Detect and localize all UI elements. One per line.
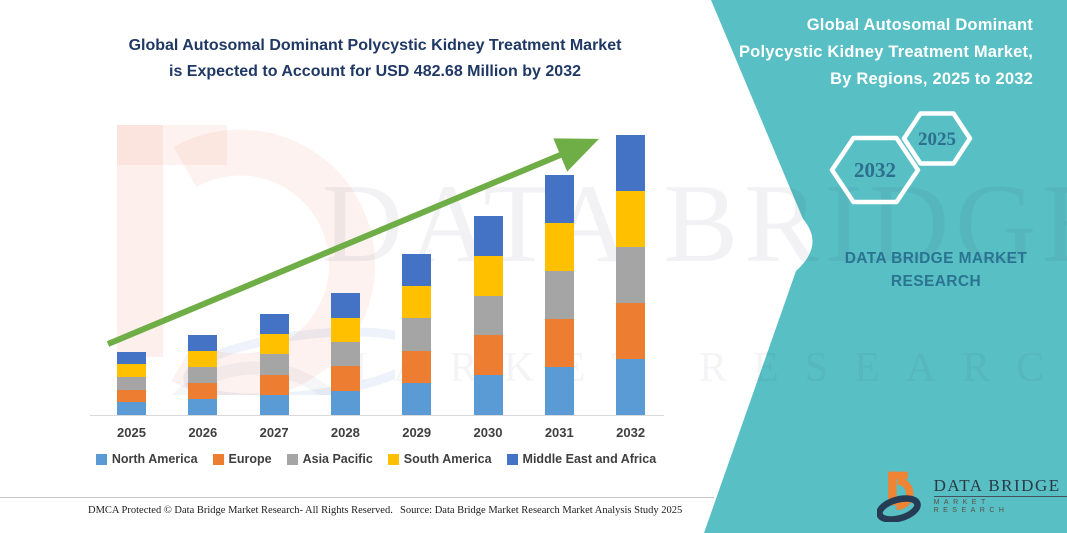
- legend-label: South America: [403, 452, 492, 466]
- sidebar-title-line2: Polycystic Kidney Treatment Market,: [738, 43, 1033, 61]
- x-axis-label-2031: 2031: [544, 425, 574, 440]
- bar-segment-south-america: [117, 364, 146, 378]
- bar-segment-north-america: [616, 359, 646, 415]
- bar-segment-south-america: [188, 351, 218, 367]
- bar-2025: [117, 351, 146, 415]
- chart-legend: North America Europe Asia Pacific South Ame…: [70, 452, 682, 466]
- bar-segment-asia-pacific: [616, 247, 646, 303]
- legend-label: Asia Pacific: [302, 452, 373, 466]
- legend-swatch-icon: [95, 453, 107, 465]
- bar-2028: [330, 293, 360, 415]
- hexagon-2032-icon: 2032: [829, 135, 921, 205]
- bar-segment-middle-east-and-africa: [473, 216, 503, 256]
- bar-segment-south-america: [544, 222, 574, 271]
- bar-segment-europe: [330, 366, 360, 391]
- legend-item-asia-pacific: Asia Pacific: [286, 452, 373, 466]
- x-axis-label-2030: 2030: [473, 425, 503, 440]
- bar-segment-asia-pacific: [330, 341, 360, 367]
- bar-2027: [259, 314, 289, 415]
- bar-segment-middle-east-and-africa: [544, 174, 574, 223]
- legend-swatch-icon: [212, 453, 224, 465]
- bar-2026: [188, 335, 218, 415]
- footer-divider: [0, 497, 714, 498]
- bar-segment-europe: [402, 350, 432, 383]
- bar-segment-north-america: [188, 399, 218, 415]
- bar-segment-north-america: [117, 402, 146, 415]
- bar-segment-asia-pacific: [473, 295, 503, 336]
- x-axis-label-2026: 2026: [188, 425, 218, 440]
- year-hexagons: 2025 2032: [829, 111, 973, 205]
- bar-segment-middle-east-and-africa: [330, 293, 360, 318]
- company-logo-b-icon: [877, 471, 921, 522]
- bar-segment-middle-east-and-africa: [117, 351, 146, 365]
- company-logo-swoosh-icon: [877, 495, 921, 522]
- legend-label: Middle East and Africa: [522, 452, 657, 466]
- bar-segment-north-america: [544, 366, 574, 415]
- hexagon-2032-label: 2032: [854, 158, 896, 182]
- sidebar-title-line1: Global Autosomal Dominant: [806, 16, 1033, 34]
- bar-segment-middle-east-and-africa: [402, 253, 432, 286]
- bar-segment-europe: [616, 303, 646, 359]
- bar-segment-europe: [188, 383, 218, 399]
- x-axis-label-2027: 2027: [259, 425, 289, 440]
- page-title: Global Autosomal Dominant Polycystic Kid…: [68, 33, 682, 85]
- company-logo: DATA BRIDGE MARKET RESEARCH: [877, 468, 1067, 522]
- bar-segment-asia-pacific: [188, 367, 218, 383]
- bar-segment-south-america: [330, 317, 360, 342]
- x-axis-label-2032: 2032: [616, 425, 646, 440]
- bar-segment-asia-pacific: [544, 270, 574, 319]
- x-axis-label-2029: 2029: [402, 425, 432, 440]
- x-axis-label-2025: 2025: [117, 425, 146, 440]
- legend-item-south-america: South America: [387, 452, 492, 466]
- page-title-line1: Global Autosomal Dominant Polycystic Kid…: [128, 37, 622, 54]
- bar-segment-middle-east-and-africa: [616, 135, 646, 191]
- legend-swatch-icon: [286, 453, 298, 465]
- bar-segment-asia-pacific: [259, 354, 289, 375]
- legend-swatch-icon: [506, 453, 518, 465]
- sidebar-title: Global Autosomal Dominant Polycystic Kid…: [703, 12, 1033, 93]
- bar-segment-north-america: [330, 390, 360, 415]
- brand-wordmark-line2: RESEARCH: [890, 273, 982, 290]
- bar-segment-south-america: [473, 255, 503, 296]
- bar-segment-middle-east-and-africa: [188, 335, 218, 351]
- legend-item-north-america: North America: [95, 452, 198, 466]
- bar-segment-europe: [259, 374, 289, 395]
- bar-2032: [616, 135, 646, 415]
- bar-segment-north-america: [259, 394, 289, 415]
- bar-segment-south-america: [616, 191, 646, 247]
- bar-2030: [473, 216, 503, 415]
- footer-dmca-text: DMCA Protected © Data Bridge Market Rese…: [88, 505, 393, 516]
- brand-wordmark-line1: DATA BRIDGE MARKET: [844, 250, 1028, 267]
- legend-label: North America: [111, 452, 198, 466]
- company-logo-rule: [933, 495, 1067, 497]
- brand-wordmark: DATA BRIDGE MARKET RESEARCH: [838, 247, 1034, 293]
- company-logo-subtext: MARKET RESEARCH: [933, 498, 1009, 514]
- legend-item-middle-east-and-africa: Middle East and Africa: [506, 452, 657, 466]
- footer-source-text: Source: Data Bridge Market Research Mark…: [400, 505, 683, 516]
- hexagon-2025-icon: 2025: [901, 111, 973, 166]
- bar-segment-middle-east-and-africa: [259, 314, 289, 335]
- bar-segment-europe: [117, 389, 146, 403]
- x-axis-label-2028: 2028: [330, 425, 360, 440]
- bar-segment-asia-pacific: [117, 377, 146, 390]
- hexagon-2025-label: 2025: [918, 129, 956, 150]
- page-title-line2: is Expected to Account for USD 482.68 Mi…: [169, 63, 581, 80]
- x-axis-line: [90, 415, 664, 416]
- bar-segment-europe: [473, 335, 503, 376]
- bar-2029: [402, 253, 432, 415]
- sidebar-title-line3: By Regions, 2025 to 2032: [830, 70, 1033, 88]
- bar-segment-asia-pacific: [402, 318, 432, 351]
- bar-segment-north-america: [402, 382, 432, 415]
- bar-segment-north-america: [473, 375, 503, 415]
- bar-segment-south-america: [402, 286, 432, 319]
- legend-swatch-icon: [387, 453, 399, 465]
- bar-segment-europe: [544, 318, 574, 367]
- legend-item-europe: Europe: [212, 452, 272, 466]
- bar-2031: [544, 174, 574, 415]
- legend-label: Europe: [228, 452, 272, 466]
- company-logo-name: DATA BRIDGE: [933, 475, 1061, 495]
- bar-segment-south-america: [259, 334, 289, 355]
